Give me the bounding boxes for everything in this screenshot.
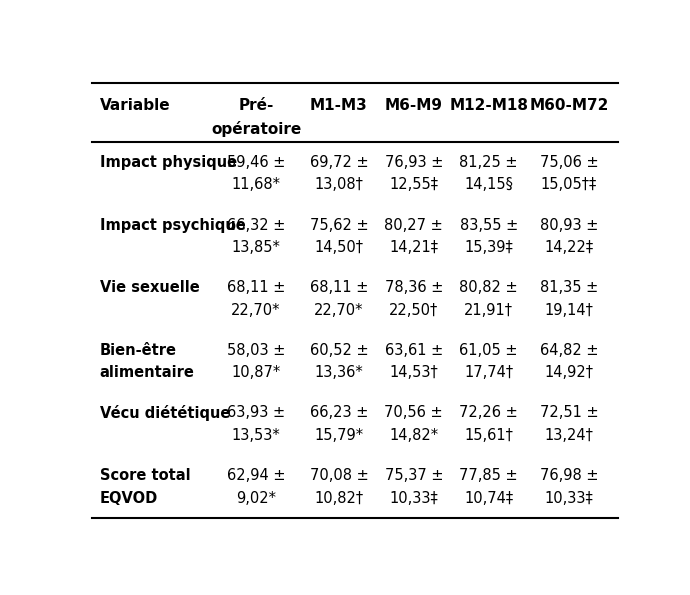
Text: M6-M9: M6-M9: [385, 98, 443, 113]
Text: 14,50†: 14,50†: [315, 240, 364, 255]
Text: 68,11 ±: 68,11 ±: [310, 280, 368, 295]
Text: 63,93 ±: 63,93 ±: [227, 405, 285, 421]
Text: 76,98 ±: 76,98 ±: [540, 468, 598, 483]
Text: Impact physique: Impact physique: [99, 155, 237, 170]
Text: 14,82*: 14,82*: [389, 428, 438, 443]
Text: 60,52 ±: 60,52 ±: [310, 343, 368, 358]
Text: 14,21‡: 14,21‡: [389, 240, 438, 255]
Text: 83,55 ±: 83,55 ±: [460, 218, 518, 233]
Text: EQVOD: EQVOD: [99, 490, 158, 506]
Text: 13,36*: 13,36*: [315, 365, 364, 380]
Text: 75,62 ±: 75,62 ±: [310, 218, 368, 233]
Text: M1-M3: M1-M3: [310, 98, 368, 113]
Text: 58,03 ±: 58,03 ±: [227, 343, 285, 358]
Text: 72,26 ±: 72,26 ±: [460, 405, 518, 421]
Text: 13,24†: 13,24†: [544, 428, 593, 443]
Text: 11,68*: 11,68*: [232, 177, 281, 193]
Text: 62,94 ±: 62,94 ±: [227, 468, 285, 483]
Text: Variable: Variable: [99, 98, 170, 113]
Text: 80,93 ±: 80,93 ±: [540, 218, 598, 233]
Text: 81,35 ±: 81,35 ±: [540, 280, 598, 295]
Text: 10,33‡: 10,33‡: [544, 490, 593, 506]
Text: 14,22‡: 14,22‡: [544, 240, 593, 255]
Text: 9,02*: 9,02*: [236, 490, 276, 506]
Text: 22,50†: 22,50†: [389, 303, 438, 318]
Text: 15,79*: 15,79*: [315, 428, 364, 443]
Text: M12-M18: M12-M18: [449, 98, 528, 113]
Text: Bien-être: Bien-être: [99, 343, 177, 358]
Text: opératoire: opératoire: [211, 121, 301, 137]
Text: 13,08†: 13,08†: [315, 177, 364, 193]
Text: 13,53*: 13,53*: [232, 428, 280, 443]
Text: M60-M72: M60-M72: [529, 98, 609, 113]
Text: 21,91†: 21,91†: [464, 303, 513, 318]
Text: 15,05†‡: 15,05†‡: [541, 177, 597, 193]
Text: 63,61 ±: 63,61 ±: [384, 343, 443, 358]
Text: 66,23 ±: 66,23 ±: [310, 405, 368, 421]
Text: 68,11 ±: 68,11 ±: [227, 280, 285, 295]
Text: 10,33‡: 10,33‡: [389, 490, 438, 506]
Text: 10,82†: 10,82†: [315, 490, 364, 506]
Text: 17,74†: 17,74†: [464, 365, 513, 380]
Text: 77,85 ±: 77,85 ±: [460, 468, 518, 483]
Text: 69,72 ±: 69,72 ±: [310, 155, 368, 170]
Text: 81,25 ±: 81,25 ±: [460, 155, 518, 170]
Text: 66,32 ±: 66,32 ±: [227, 218, 285, 233]
Text: 61,05 ±: 61,05 ±: [460, 343, 518, 358]
Text: 76,93 ±: 76,93 ±: [384, 155, 443, 170]
Text: Pré-: Pré-: [238, 98, 274, 113]
Text: 75,37 ±: 75,37 ±: [384, 468, 443, 483]
Text: 70,56 ±: 70,56 ±: [384, 405, 443, 421]
Text: 10,87*: 10,87*: [231, 365, 281, 380]
Text: Score total: Score total: [99, 468, 190, 483]
Text: 13,85*: 13,85*: [232, 240, 280, 255]
Text: alimentaire: alimentaire: [99, 365, 195, 380]
Text: 72,51 ±: 72,51 ±: [540, 405, 598, 421]
Text: 22,70*: 22,70*: [231, 303, 281, 318]
Text: 19,14†: 19,14†: [544, 303, 593, 318]
Text: 64,82 ±: 64,82 ±: [540, 343, 598, 358]
Text: 22,70*: 22,70*: [314, 303, 364, 318]
Text: 70,08 ±: 70,08 ±: [310, 468, 368, 483]
Text: 59,46 ±: 59,46 ±: [227, 155, 285, 170]
Text: 78,36 ±: 78,36 ±: [384, 280, 443, 295]
Text: Vécu diététique: Vécu diététique: [99, 405, 230, 421]
Text: Impact psychique: Impact psychique: [99, 218, 246, 233]
Text: 80,27 ±: 80,27 ±: [384, 218, 443, 233]
Text: 14,92†: 14,92†: [544, 365, 593, 380]
Text: 12,55‡: 12,55‡: [389, 177, 438, 193]
Text: 15,39‡: 15,39‡: [464, 240, 513, 255]
Text: 75,06 ±: 75,06 ±: [540, 155, 598, 170]
Text: 14,53†: 14,53†: [389, 365, 438, 380]
Text: 15,61†: 15,61†: [464, 428, 513, 443]
Text: 14,15§: 14,15§: [464, 177, 513, 193]
Text: Vie sexuelle: Vie sexuelle: [99, 280, 199, 295]
Text: 10,74‡: 10,74‡: [464, 490, 513, 506]
Text: 80,82 ±: 80,82 ±: [460, 280, 518, 295]
